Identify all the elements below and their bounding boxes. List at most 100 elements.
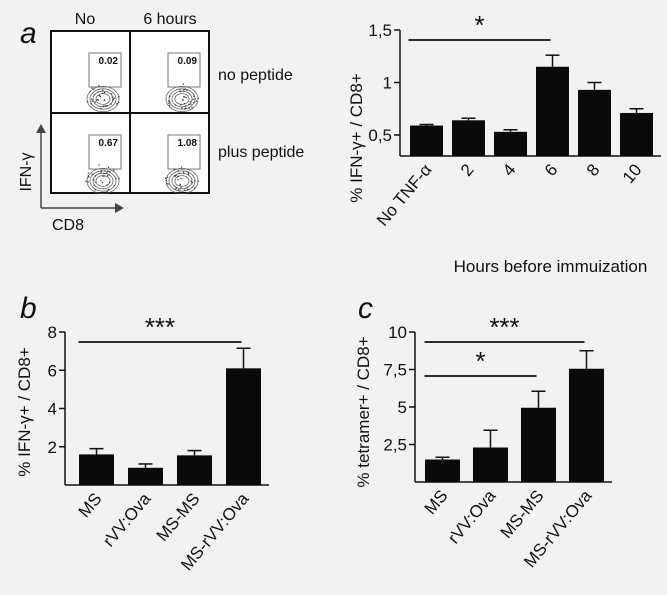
flow-density-contour [92,172,114,190]
panel-letter-a: a [20,17,37,50]
flow-event-dot [165,179,168,182]
flow-x-arrow-head [115,203,124,213]
flow-event-dot [94,101,97,103]
x-tick-label: 2 [457,160,478,179]
flow-event-dot [115,177,117,180]
flow-event-dot [188,103,190,106]
x-tick-label: No TNF-α [373,160,436,230]
flow-event-dot [188,107,190,109]
flow-event-dot [197,97,200,100]
flow-event-dot [98,164,100,166]
flow-event-dot [180,178,182,180]
flow-event-dot [197,180,199,182]
flow-event-dot [104,170,106,172]
flow-event-dot [92,88,95,90]
flow-cytometry-panel: No 6 hours 0.02 0.09 0.67 1.08 no peptide p… [18,11,304,234]
flow-event-dot [177,175,179,178]
y-tick-label: 8 [48,323,57,342]
flow-event-dot [166,183,168,185]
flow-density-contour [86,167,120,194]
significance-label: * [474,10,484,40]
flow-event-dot [185,105,187,107]
flow-density-contour [174,175,190,187]
flow-event-dot [174,188,177,191]
flow-event-dot [182,100,184,102]
flow-event-dot [113,184,115,187]
flow-event-dot [91,87,93,89]
flow-gate-box [88,134,122,170]
bar [521,407,556,482]
flow-x-axis-label: CD8 [52,217,84,234]
flow-event-dot [169,101,171,104]
bar [226,368,261,485]
flow-event-dot [107,170,109,172]
flow-event-dot [168,102,170,105]
flow-event-dot [179,89,181,91]
flow-density-contour [89,88,117,110]
panel-letter-c: c [358,292,373,325]
flow-event-dot [177,178,179,181]
flow-event-dot [94,189,96,191]
flow-gate-box [88,52,122,88]
flow-event-dot [179,103,182,106]
flow-event-dot [101,92,103,95]
flow-event-dot [183,102,186,105]
flow-event-dot [174,104,177,106]
significance-label: *** [489,312,519,342]
flow-density-contour [171,90,193,108]
flow-event-dot [111,96,114,98]
flow-event-dot [111,93,113,95]
flow-event-dot [102,105,105,108]
flow-event-dot [179,190,181,192]
flow-event-dot [106,104,108,107]
flow-event-dot [187,173,190,175]
x-tick-label: 8 [583,160,604,179]
flow-gate-value: 0.02 [99,56,119,67]
flow-event-dot [102,175,104,177]
flow-density-contour [174,93,190,105]
bar [578,89,611,156]
bar [536,66,569,156]
flow-event-dot [93,179,95,181]
y-tick-label: 4 [48,400,57,419]
flow-event-dot [177,170,180,172]
flow-density-contour [171,172,193,190]
flow-event-dot [184,108,186,110]
bar [494,131,527,156]
flow-gate-value: 1.08 [178,138,198,149]
flow-event-dot [195,100,197,103]
significance-label: *** [145,312,175,342]
flow-event-dot [169,95,171,97]
flow-event-dot [110,103,112,105]
flow-event-dot [117,101,120,103]
flow-gate-value: 0.67 [99,138,119,149]
flow-event-dot [100,170,103,172]
bar [473,447,508,482]
flow-event-dot [183,96,186,98]
flow-event-dot [113,169,115,172]
y-tick-label: 1,5 [368,21,392,40]
flow-event-dot [100,180,102,182]
flow-event-dot [108,174,110,176]
bar [128,467,163,485]
flow-event-dot [96,99,98,101]
x-tick-label: 4 [499,160,520,179]
flow-event-dot [106,190,108,193]
flow-event-dot [167,100,170,102]
flow-event-dot [87,172,89,174]
y-tick-label: 7,5 [383,361,407,380]
flow-event-dot [186,188,189,191]
flow-col-header-6h: 6 hours [143,11,196,28]
x-tick-label: rVV:Ova [444,486,500,547]
flow-event-dot [186,186,188,188]
chart-a: 0,5 1 1,5 No TNF-α 2 4 6 8 10 * % IFN-γ+ / CD8+ Hou… [347,10,661,276]
flow-event-dot [194,98,196,100]
x-tick-label: rVV:Ova [99,489,155,550]
flow-event-dot [107,188,110,191]
flow-event-dot [87,181,89,183]
significance-label: * [475,346,485,376]
x-axis-label: Hours before immuization [454,257,648,276]
flow-plots: 0.02 0.09 0.67 1.08 [85,52,201,194]
